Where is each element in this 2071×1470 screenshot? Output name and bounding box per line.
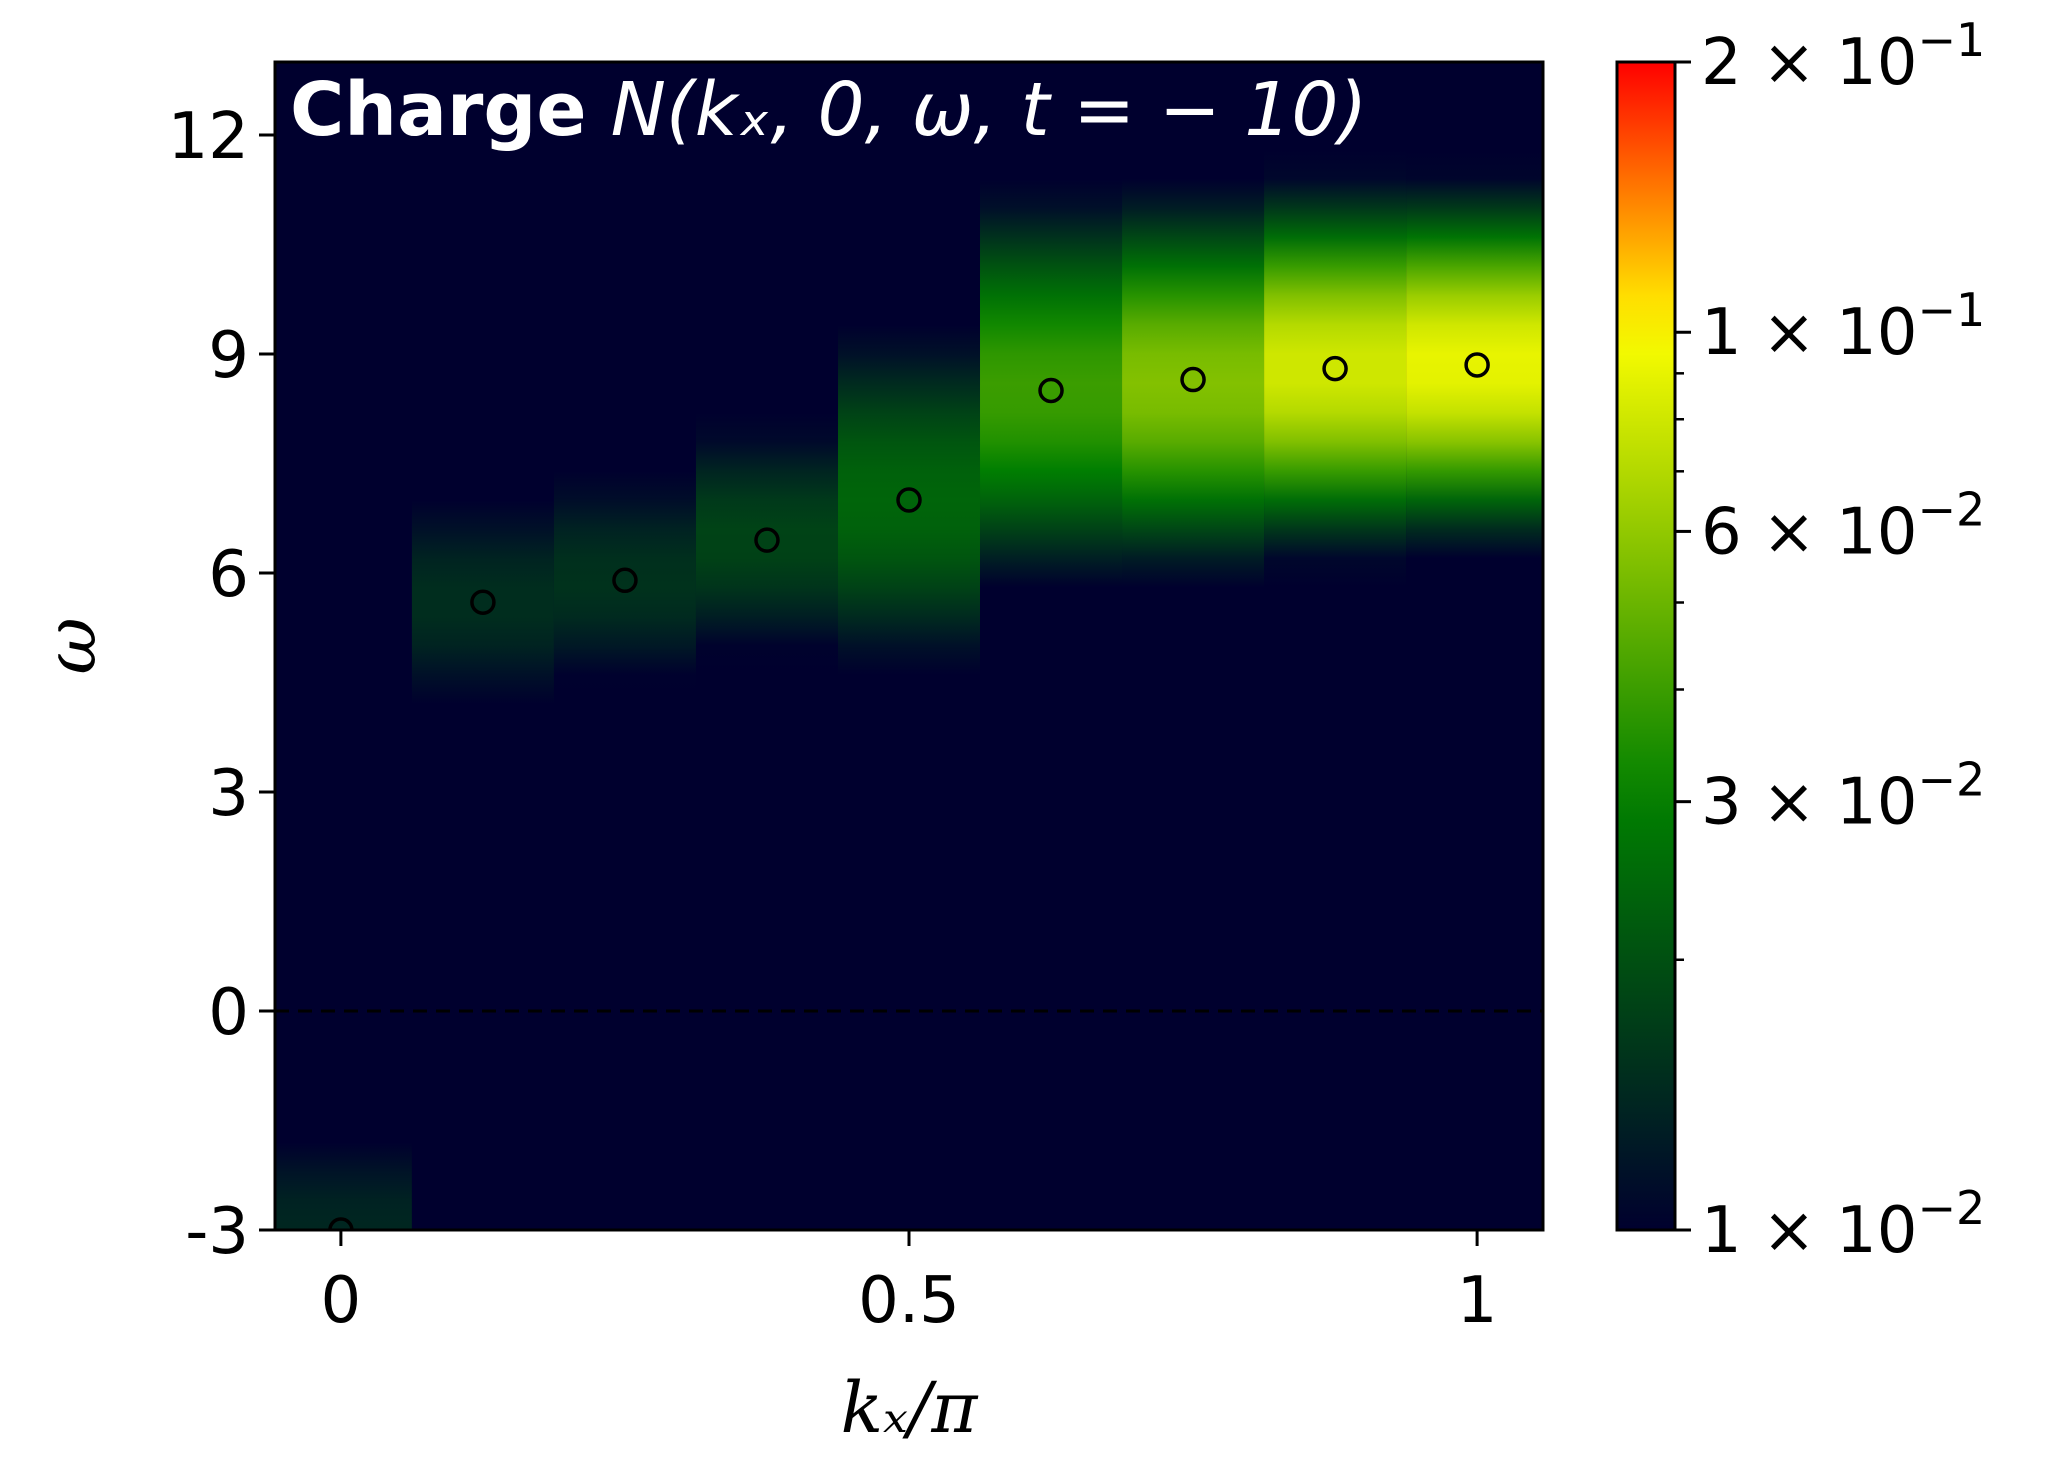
y-tick-label: 6	[208, 538, 249, 612]
heatmap-column	[275, 62, 412, 1230]
y-axis-label: ω	[30, 617, 112, 674]
colorbar-ticks: 1 × 10−2 3 × 10−2 6 × 10−2 1 × 10−1 2 × 10−1	[1675, 13, 1985, 1268]
peak-marker	[328, 1217, 354, 1230]
x-tick-label: 0.5	[858, 1264, 960, 1338]
y-tick-label: 9	[208, 319, 249, 393]
heatmap-column	[1122, 62, 1265, 1230]
colorbar-tick-label: 1 × 10−2	[1701, 1181, 1985, 1268]
peak-marker	[1180, 366, 1206, 393]
peak-marker	[896, 487, 922, 513]
heatmap-column	[553, 62, 696, 1230]
y-tick-label: 0	[208, 976, 249, 1050]
x-tick-label: 0	[321, 1264, 362, 1338]
peak-marker	[1464, 352, 1490, 378]
x-axis-label: kₓ/π	[841, 1367, 980, 1449]
peak-marker	[1038, 377, 1064, 404]
chart-title: Charge N(kₓ, 0, ω, t = − 10)	[290, 67, 1367, 153]
colorbar-tick-label: 3 × 10−2	[1701, 753, 1985, 840]
y-tick-label: 12	[168, 100, 249, 174]
heatmap-column	[1406, 62, 1543, 1230]
chart-title-prefix: Charge	[290, 67, 587, 153]
heatmap-column	[411, 62, 554, 1230]
colorbar-tick-label: 6 × 10−2	[1701, 482, 1985, 569]
heatmap	[273, 60, 1545, 1232]
colorbar-tick-label: 1 × 10−1	[1701, 283, 1985, 370]
heatmap-column	[837, 62, 981, 1230]
y-tick-label: -3	[185, 1195, 249, 1269]
heatmap-column	[695, 62, 838, 1230]
peak-marker	[470, 589, 496, 615]
colorbar-gradient	[1615, 60, 1677, 1232]
x-tick-label: 1	[1457, 1264, 1498, 1338]
heatmap-column	[980, 62, 1123, 1230]
x-axis-ticks: 0 0.5 1	[321, 1230, 1498, 1338]
heatmap-columns	[275, 62, 1543, 1230]
heatmap-column	[1264, 62, 1407, 1230]
peak-marker	[1322, 355, 1348, 382]
peak-markers	[328, 352, 1490, 1230]
chart-title-math: N(kₓ, 0, ω, t = − 10)	[611, 67, 1368, 153]
peak-marker	[612, 567, 638, 594]
y-tick-label: 3	[208, 757, 249, 831]
colorbar-tick-label: 2 × 10−1	[1701, 13, 1985, 100]
peak-marker	[754, 527, 780, 553]
colorbar: 1 × 10−2 3 × 10−2 6 × 10−2 1 × 10−1 2 × 10−1	[1615, 13, 1985, 1268]
y-axis-ticks: -3 0 3 6 9 12	[168, 100, 275, 1269]
